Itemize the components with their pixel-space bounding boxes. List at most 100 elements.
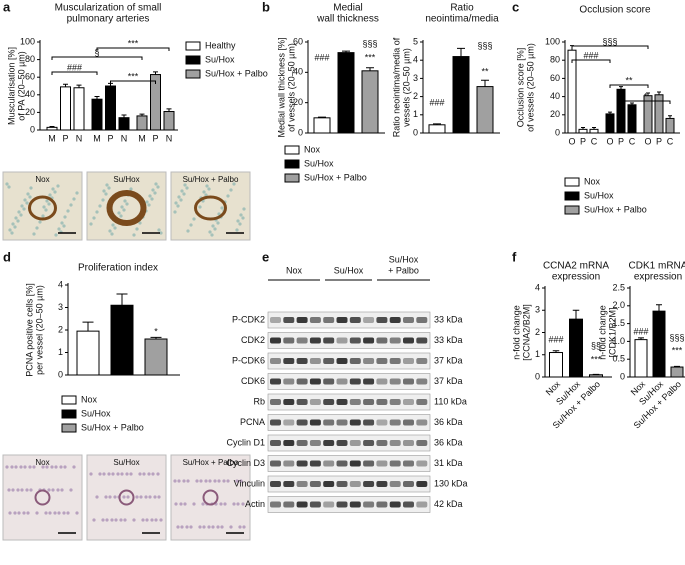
y-axis-label: Medial wall thickness [%] [276,37,286,137]
significance-bracket [571,59,611,63]
error-bar [481,79,489,87]
cell-nucleus [235,228,239,232]
blot-band [323,399,335,405]
y-tick-label: 60 [293,36,303,46]
vessel [106,190,147,226]
significance-label: ### [548,334,563,344]
size-label: 37 kDa [434,355,463,365]
error-bar [656,304,662,312]
cell-nucleus [135,227,139,231]
blot-band [376,317,388,323]
blot-band [349,358,361,364]
cell-nucleus [173,210,177,214]
cell-nucleus [47,488,51,492]
error-bar [139,113,145,116]
chart-title: Occlusion score [579,5,651,16]
blot-band [403,419,414,426]
cell-nucleus [69,488,73,492]
panel-label: e [262,249,269,264]
cell-nucleus [147,203,151,207]
cell-nucleus [35,226,39,230]
cell-nucleus [26,511,30,515]
y-tick-label: 0 [58,369,63,379]
x-tick-label: C [629,136,636,146]
blot-band [349,378,361,385]
size-label: 110 kDa [434,396,467,406]
blot-band [416,378,428,385]
blot-band [363,440,375,446]
y-tick-label: 100 [20,36,35,46]
blot-band [336,501,348,508]
blot-band [270,399,281,405]
significance-label: ### [583,50,598,60]
blot-band [349,399,361,405]
blot-band [349,460,361,467]
legend-label: Su/Hox + Palbo [584,204,647,214]
blot-band [296,440,308,446]
cell-nucleus [32,232,36,236]
vessel [118,489,135,506]
cell-nucleus [104,192,108,196]
cell-nucleus [139,495,143,499]
cell-nucleus [108,229,112,233]
blot-band [283,358,295,364]
blot-band [416,337,428,344]
error-bar [457,47,465,57]
cell-nucleus [48,193,52,197]
error-bar [366,67,374,71]
significance-label: ** [625,75,633,85]
cell-nucleus [183,502,187,506]
bar [670,366,684,378]
blot-band [309,378,321,385]
blot-band [283,337,295,344]
error-bar [619,86,623,90]
cell-nucleus [229,525,233,529]
significance-bracket [51,71,98,75]
cell-nucleus [26,192,30,196]
cell-nucleus [210,233,214,237]
error-bar [153,71,158,75]
error-bar [630,102,634,105]
cell-nucleus [63,215,67,219]
cell-nucleus [185,525,189,529]
panel-label: d [3,249,11,264]
cell-nucleus [92,216,96,220]
blot-band [296,419,308,426]
blot-band [403,378,414,385]
error-bar [608,111,612,114]
cell-nucleus [56,184,60,188]
bar [163,111,175,131]
blot-band [416,358,428,364]
legend-swatch [564,205,580,215]
panel-label: c [512,0,519,14]
error-bar [638,337,644,340]
error-bar [121,114,127,118]
blot-strip [267,332,431,349]
blot-band [309,358,321,364]
cell-nucleus [192,502,196,506]
cell-nucleus [25,488,29,492]
cell-nucleus [132,518,136,522]
blot-band [296,358,308,364]
blot-band [376,399,388,405]
bar [76,330,100,376]
cell-nucleus [220,206,224,210]
bar [313,117,331,134]
cell-nucleus [107,472,111,476]
blot-band [403,501,414,508]
error-bar [552,350,560,353]
cell-nucleus [51,187,55,191]
cell-nucleus [185,186,189,190]
blot-band [336,440,348,446]
bar [60,86,71,131]
cell-nucleus [123,199,127,203]
blot-band [270,440,281,446]
significance-bracket [620,100,671,104]
legend-label: Su/Hox + Palbo [304,172,367,182]
blot-band [389,317,401,323]
blot-strip [267,373,431,390]
error-bar [657,91,661,95]
cell-nucleus [208,479,212,483]
cell-nucleus [180,189,184,193]
cell-nucleus [202,525,206,529]
